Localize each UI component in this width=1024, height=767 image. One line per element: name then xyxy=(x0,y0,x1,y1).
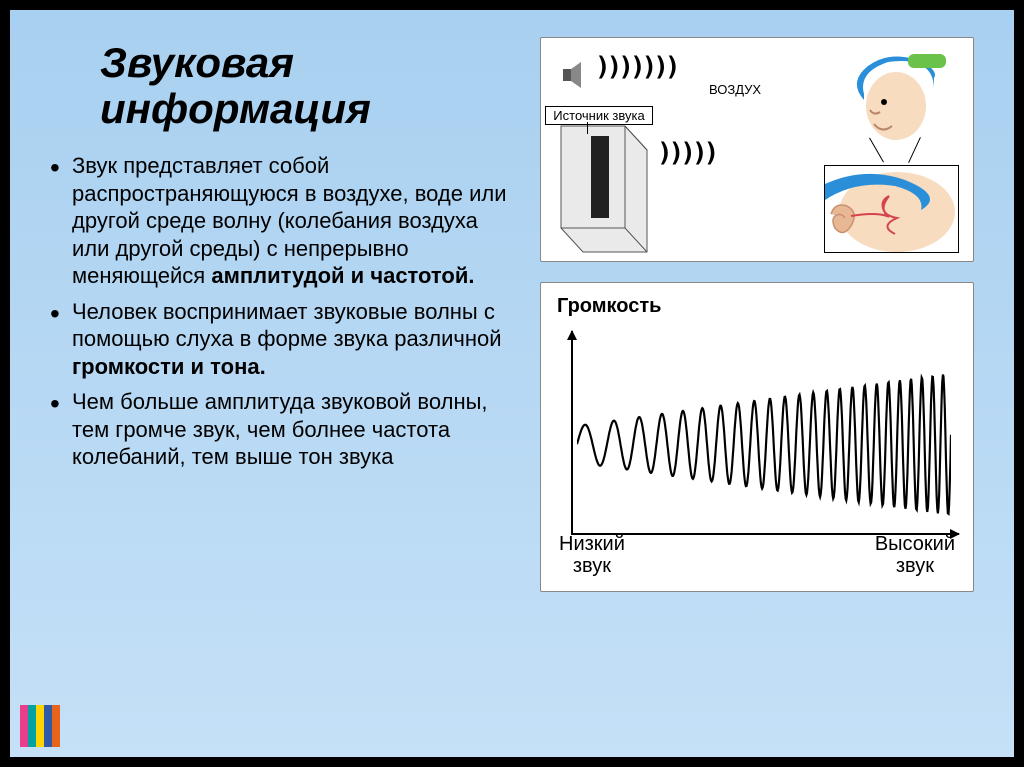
sound-source-diagram: ))))))) ВОЗДУХ xyxy=(540,37,974,262)
y-axis xyxy=(571,331,573,535)
air-label: ВОЗДУХ xyxy=(709,82,761,97)
xlabel-high: Высокийзвук xyxy=(875,533,955,577)
color-stripe xyxy=(20,705,60,747)
chart-title: Громкость xyxy=(557,295,957,318)
bullet-item: Звук представляет собой распространяющую… xyxy=(50,152,520,290)
speaker-icon xyxy=(561,60,591,90)
bullet-item: Чем больше амплитуда звуковой волны, тем… xyxy=(50,388,520,471)
source-label: Источник звука xyxy=(545,106,653,125)
bullet-item: Человек воспринимает звуковые волны с по… xyxy=(50,298,520,381)
xlabel-low: Низкийзвук xyxy=(559,533,625,577)
listener-head xyxy=(838,44,948,149)
speaker-box xyxy=(555,124,650,259)
sound-waves-mid: ))))) xyxy=(657,138,715,168)
loudness-chart: Громкость Низкийзвук Высокийзвук xyxy=(540,282,974,592)
ear-detail xyxy=(824,165,959,253)
bullet-list: Звук представляет собой распространяющую… xyxy=(50,152,520,471)
waveform xyxy=(577,338,951,531)
sound-waves-top: ))))))) xyxy=(595,52,677,82)
